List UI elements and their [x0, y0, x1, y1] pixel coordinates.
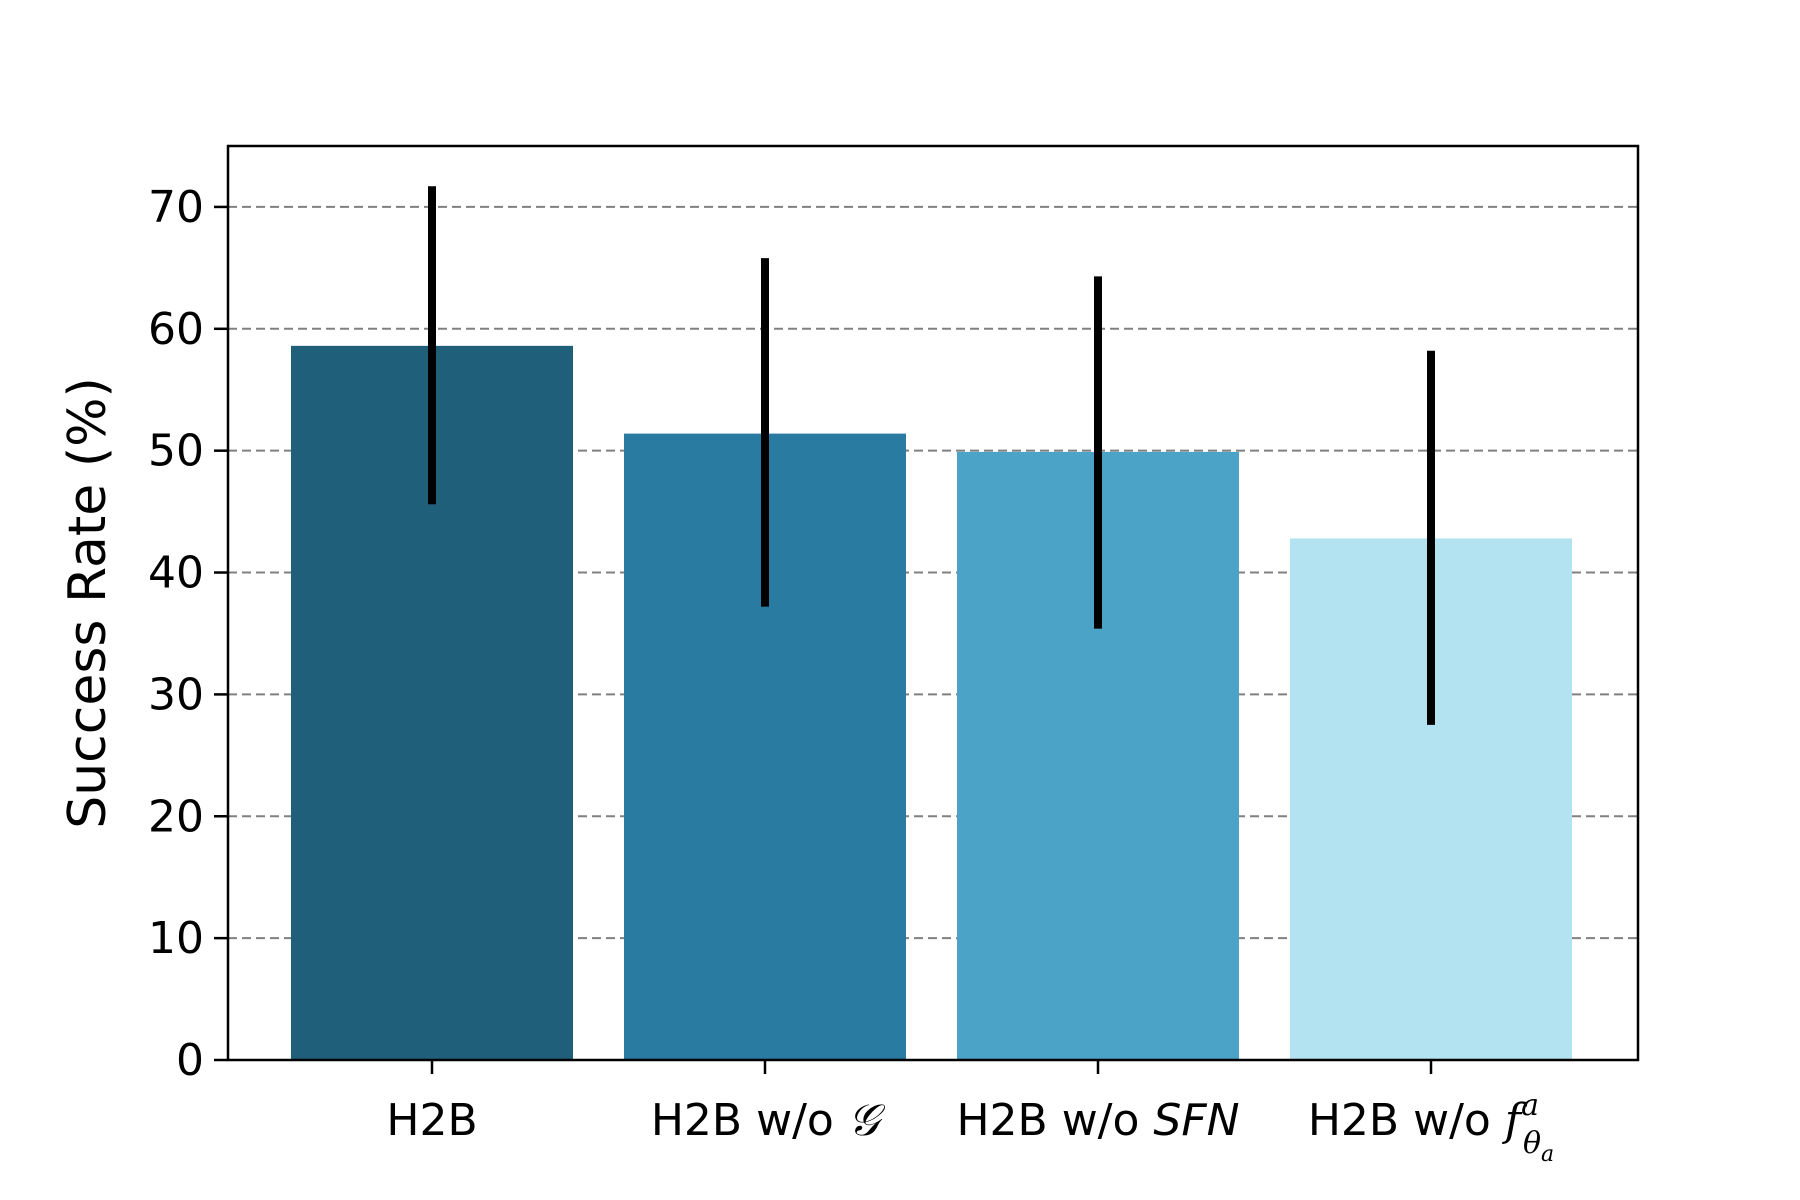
y-axis-ticks: 0 10 20 30 40 50 60 70 [148, 182, 228, 1086]
x-axis-ticks: H2B H2B w/o 𝒢 H2B w/o SFN H2B w/o fa θa [386, 1060, 1554, 1167]
y-tick-label: 10 [148, 913, 204, 964]
y-tick-label: 30 [148, 669, 204, 720]
x-tick-label: H2B w/o SFN [956, 1095, 1239, 1146]
y-tick-label: 70 [148, 182, 204, 233]
x-tick-label: H2B w/o fa θa [1308, 1088, 1554, 1167]
y-axis-title: Success Rate (%) [58, 377, 118, 829]
x-tick-label: H2B w/o 𝒢 [651, 1095, 886, 1146]
error-bars [428, 186, 1435, 725]
y-tick-label: 50 [148, 426, 204, 477]
plot-frame [226, 144, 1640, 1062]
bars [291, 345, 1572, 1060]
grid-lines [228, 205, 1638, 940]
y-tick-label: 20 [148, 791, 204, 842]
y-tick-label: 0 [176, 1035, 204, 1086]
x-tick-label: H2B [386, 1095, 477, 1146]
y-tick-label: 40 [148, 548, 204, 599]
y-tick-label: 60 [148, 304, 204, 355]
